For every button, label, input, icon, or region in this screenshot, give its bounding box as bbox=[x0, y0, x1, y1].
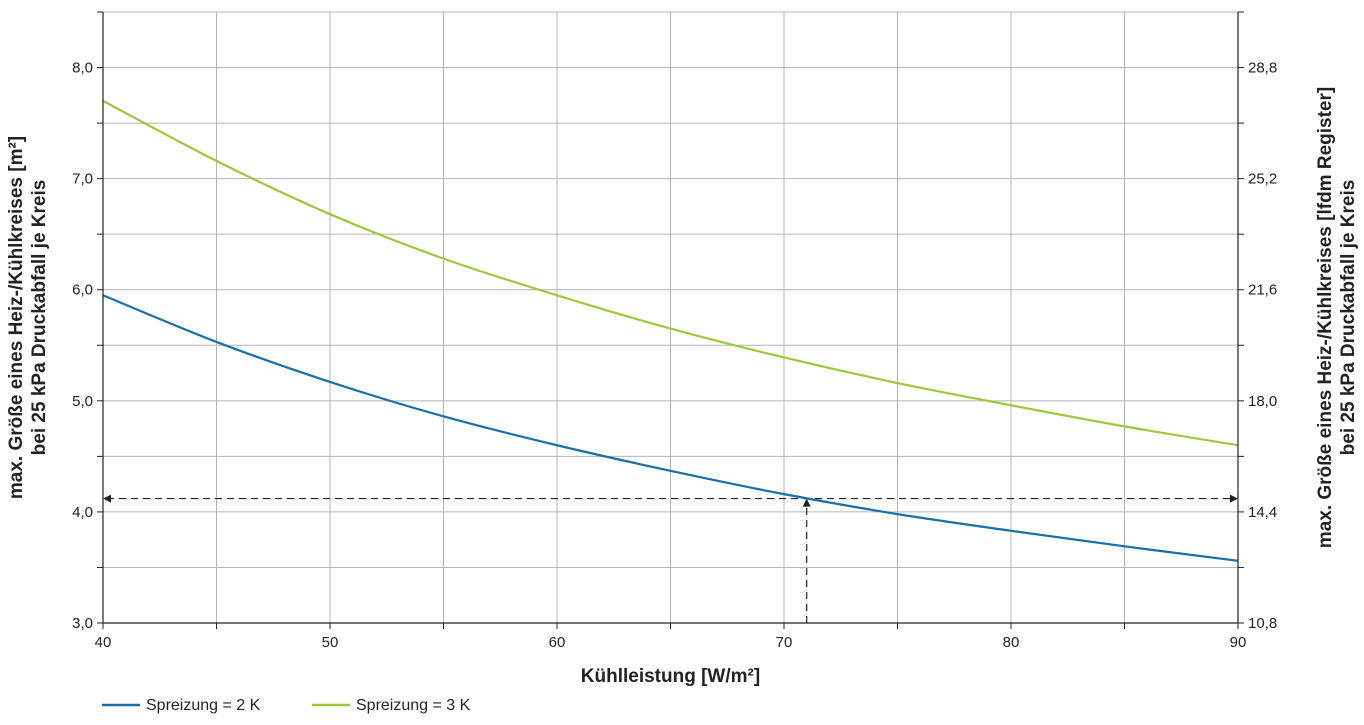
y-left-tick-label: 3,0 bbox=[72, 615, 93, 632]
arrowhead-up bbox=[802, 498, 811, 507]
arrowhead-left bbox=[103, 494, 111, 503]
y-axis-left-title-line-2: bei 25 kPa Druckabfall je Kreis bbox=[29, 180, 50, 456]
y-left-tick-label: 7,0 bbox=[72, 171, 93, 188]
y-right-tick-label: 10,8 bbox=[1248, 615, 1277, 632]
x-tick-label: 70 bbox=[776, 634, 793, 651]
y-right-tick-label: 25,2 bbox=[1248, 171, 1277, 188]
y-axis-right-title-line-1: max. Größe eines Heiz-/Kühlkreises [lfdm… bbox=[1315, 87, 1336, 548]
legend-label-2: Spreizung = 3 K bbox=[356, 697, 471, 714]
series-line-1 bbox=[102, 294, 1239, 562]
y-left-tick-label: 4,0 bbox=[72, 504, 93, 521]
y-right-tick-label: 18,0 bbox=[1248, 393, 1277, 410]
y-right-tick-label: 14,4 bbox=[1248, 504, 1277, 521]
legend: Spreizung = 2 K Spreizung = 3 K bbox=[102, 697, 471, 714]
x-tick-label: 90 bbox=[1230, 634, 1247, 651]
tick-labels: 40 50 60 70 80 90 3,0 4,0 5,0 6,0 7,0 8,0 10,8 14,4 18… bbox=[72, 60, 1277, 651]
series-line-2 bbox=[102, 99, 1239, 447]
x-axis-title: Kühlleistung [W/m²] bbox=[581, 666, 760, 687]
x-tick-label: 60 bbox=[549, 634, 566, 651]
series-lines bbox=[102, 99, 1239, 562]
y-right-tick-label: 28,8 bbox=[1248, 60, 1277, 77]
y-axis-right-title-line-2: bei 25 kPa Druckabfall je Kreis bbox=[1338, 180, 1359, 456]
x-tick-label: 50 bbox=[322, 634, 339, 651]
x-tick-label: 80 bbox=[1003, 634, 1020, 651]
arrowhead-right bbox=[1230, 494, 1238, 503]
y-right-tick-label: 21,6 bbox=[1248, 282, 1277, 299]
y-left-tick-label: 5,0 bbox=[72, 393, 93, 410]
reference-lines bbox=[103, 494, 1238, 623]
legend-label-1: Spreizung = 2 K bbox=[146, 697, 261, 714]
axes bbox=[97, 11, 1244, 629]
axis-titles: Kühlleistung [W/m²] max. Größe eines Heiz… bbox=[6, 87, 1359, 687]
y-axis-left-title-line-1: max. Größe eines Heiz-/Kühlkreises [m²] bbox=[6, 136, 27, 499]
y-left-tick-label: 8,0 bbox=[72, 60, 93, 77]
x-tick-label: 40 bbox=[95, 634, 112, 651]
y-left-tick-label: 6,0 bbox=[72, 282, 93, 299]
grid bbox=[103, 11, 1238, 623]
